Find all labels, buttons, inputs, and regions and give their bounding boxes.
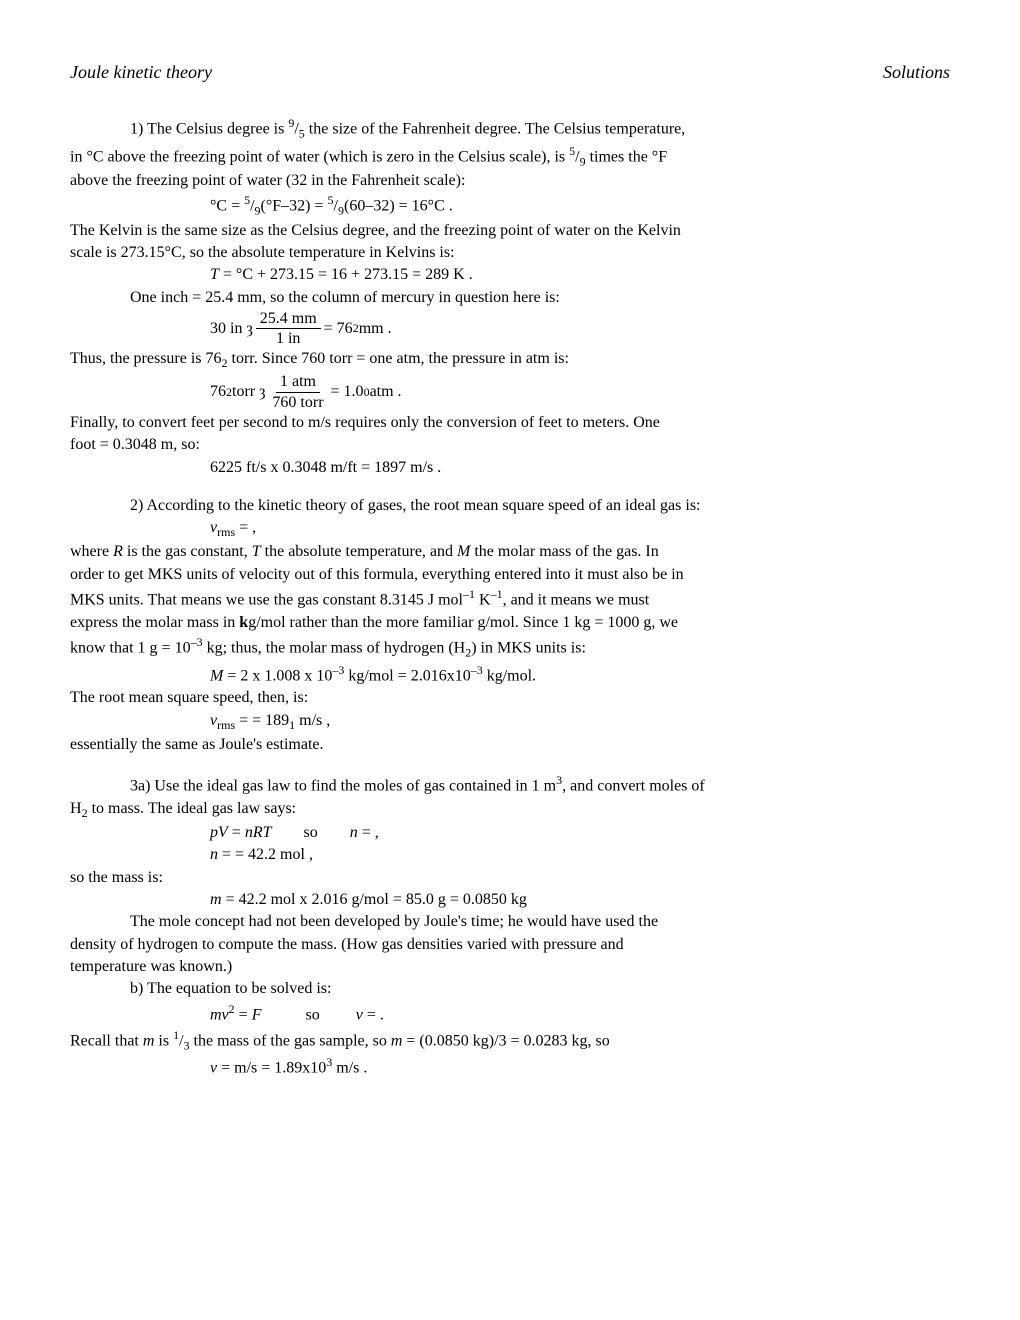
p1-line8: Finally, to convert feet per second to m… [70,412,950,434]
p2-line1: 2) According to the kinetic theory of ga… [70,495,950,517]
fraction: 1 atm 760 torr [268,372,327,411]
header-left: Joule kinetic theory [70,60,212,85]
p1-formula5: 6225 ft/s x 0.3048 m/ft = 1897 m/s . [210,457,950,479]
page-header: Joule kinetic theory Solutions [70,60,950,85]
p2-formula2: M = 2 x 1.008 x 10–3 kg/mol = 2.016x10–3… [210,662,950,688]
p2-line4: MKS units. That means we use the gas con… [70,586,950,612]
p1-line5: scale is 273.15°C, so the absolute tempe… [70,242,950,264]
p2-formula3: vrms = = 1891 m/s , [210,710,950,734]
p3-line3: so the mass is: [70,867,950,889]
p1-line9: foot = 0.3048 m, so: [70,434,950,456]
p3-line5: density of hydrogen to compute the mass.… [70,934,950,956]
p1-formula4: 762 torr ȝ 1 atm 760 torr = 1.00 atm . [210,372,950,411]
p3-line7: b) The equation to be solved is: [70,978,950,1000]
p1-formula3: 30 in ȝ 25.4 mm 1 in = 762 mm . [210,309,950,348]
p3-formula4: mv2 = F so v = . [210,1001,950,1027]
p3-line6: temperature was known.) [70,956,950,978]
p2-line7: The root mean square speed, then, is: [70,687,950,709]
p3-line4: The mole concept had not been developed … [70,911,950,933]
p3-formula1: pV = nRT so n = , [210,822,950,844]
p3-formula3: m = 42.2 mol x 2.016 g/mol = 85.0 g = 0.… [210,889,950,911]
p3-formula5: v = m/s = 1.89x103 m/s . [210,1054,950,1080]
header-right: Solutions [883,60,950,85]
p2-line2: where R is the gas constant, T the absol… [70,541,950,563]
fraction: 25.4 mm 1 in [256,309,321,348]
p1-formula1: °C = 5/9(°F–32) = 5/9(60–32) = 16°C . [210,192,950,219]
p1-line4: The Kelvin is the same size as the Celsi… [70,220,950,242]
p1-line7: Thus, the pressure is 762 torr. Since 76… [70,348,950,372]
p3-line1: 3a) Use the ideal gas law to find the mo… [70,772,950,798]
p1-line1: 1) The Celsius degree is 9/5 the size of… [70,115,950,142]
p3-line8: Recall that m is 1/3 the mass of the gas… [70,1027,950,1054]
p2-line3: order to get MKS units of velocity out o… [70,564,950,586]
p2-line6: know that 1 g = 10–3 kg; thus, the molar… [70,634,950,661]
p2-line8: essentially the same as Joule's estimate… [70,734,950,756]
p1-line3: above the freezing point of water (32 in… [70,170,950,192]
p2-formula1: vrms = , [210,517,950,541]
p1-line6: One inch = 25.4 mm, so the column of mer… [70,287,950,309]
p2-line5: express the molar mass in kg/mol rather … [70,612,950,634]
p3-line2: H2 to mass. The ideal gas law says: [70,798,950,822]
p1-line2: in °C above the freezing point of water … [70,143,950,170]
p1-formula2: T = °C + 273.15 = 16 + 273.15 = 289 K . [210,264,950,286]
p3-formula2: n = = 42.2 mol , [210,844,950,866]
